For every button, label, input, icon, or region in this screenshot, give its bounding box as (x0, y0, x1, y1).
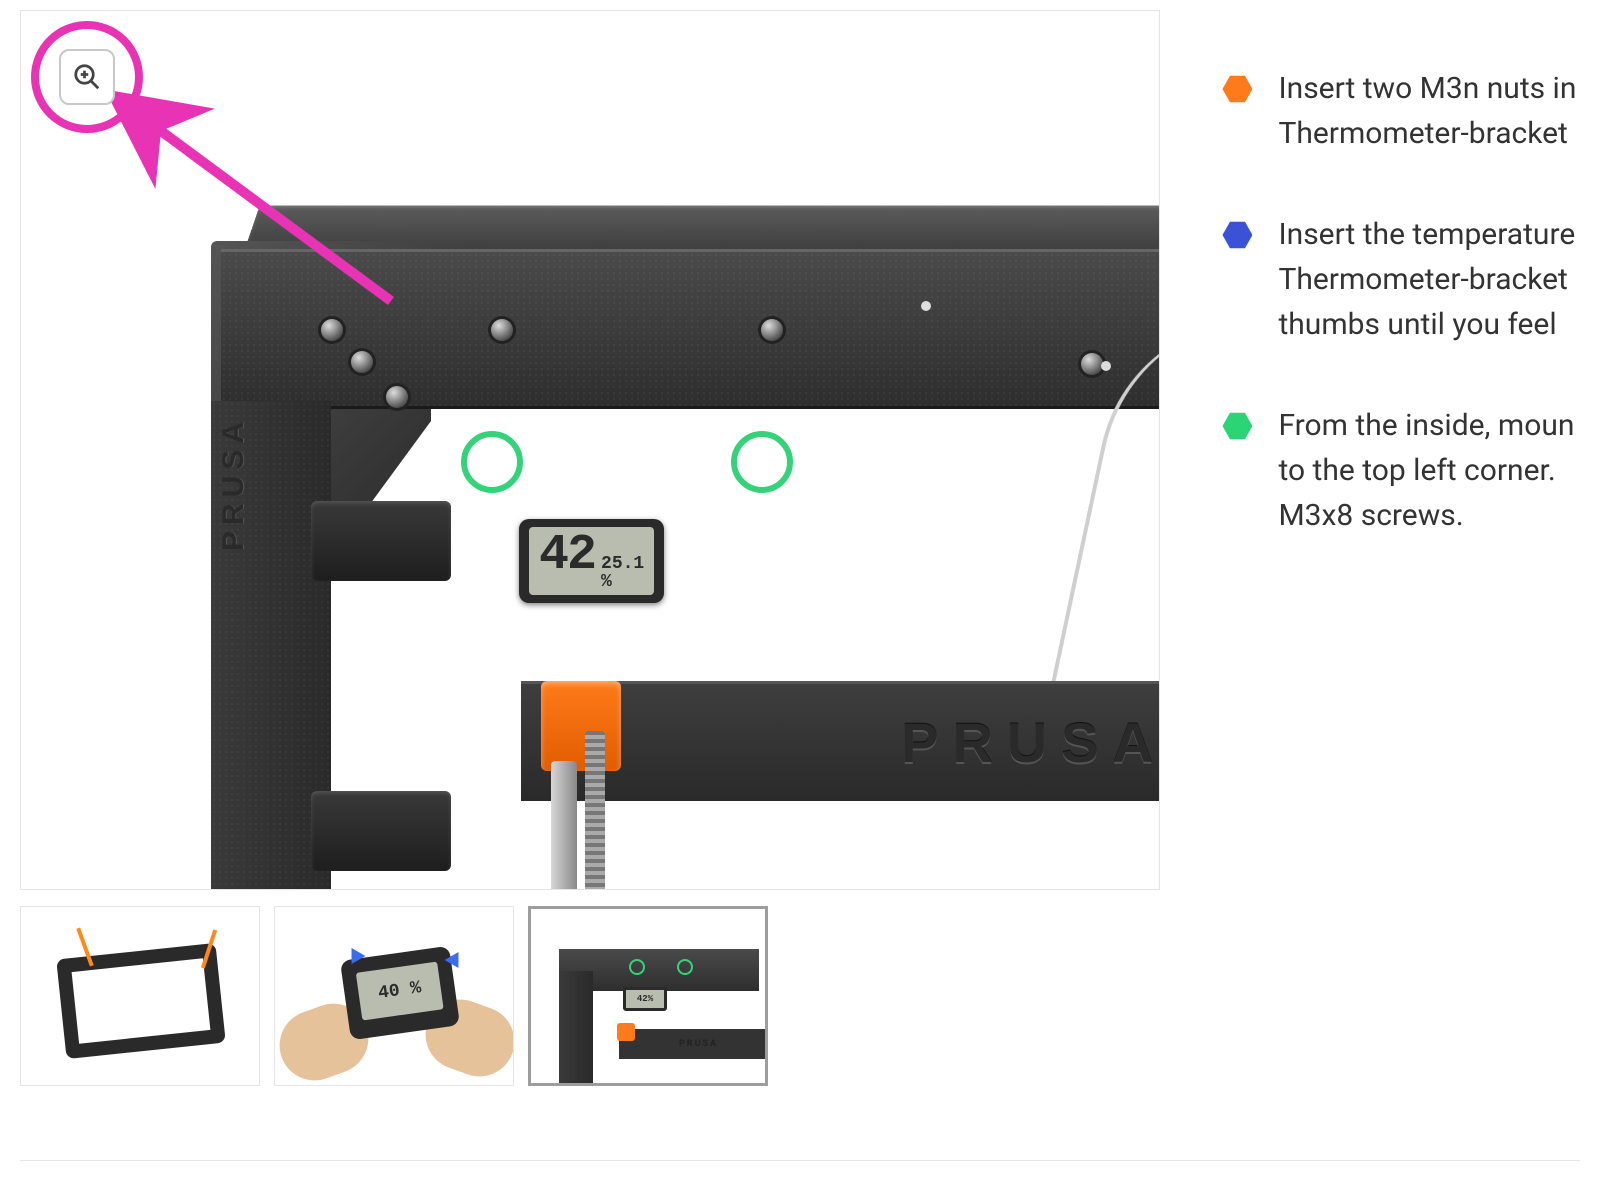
instruction-list: Insert two M3n nuts in Thermometer-brack… (1222, 10, 1600, 594)
zoom-in-icon (72, 62, 102, 92)
thumbnail-1[interactable] (20, 906, 260, 1086)
thumb2-lcd: 40 % (377, 978, 423, 1004)
thumb3-brand: PRUSA (679, 1039, 718, 1049)
bullet-hex-green (1222, 411, 1252, 441)
thumb3-lcd: 42% (623, 987, 667, 1011)
lcd-humidity: 42 (539, 531, 595, 581)
thumbnail-3[interactable]: PRUSA 42% (528, 906, 768, 1086)
lcd-unit: % (601, 573, 644, 591)
thumbnail-2[interactable]: 40 % (274, 906, 514, 1086)
instruction-item-2: Insert the temperature Thermometer-brack… (1222, 212, 1600, 347)
instruction-text-2: Insert the temperature Thermometer-brack… (1278, 212, 1600, 347)
section-divider (20, 1160, 1580, 1161)
printer-illustration: PRUSA PRUSA (221, 201, 1160, 890)
thermometer-lcd: 42 25.1 % (519, 519, 664, 603)
main-image-viewport[interactable]: PRUSA PRUSA (20, 10, 1160, 890)
instruction-text-1: Insert two M3n nuts in Thermometer-brack… (1278, 66, 1600, 156)
bullet-hex-blue (1222, 220, 1252, 250)
lcd-temp: 25.1 (601, 555, 644, 573)
bullet-hex-orange (1222, 74, 1252, 104)
printer-side-brand: PRUSA (217, 416, 251, 551)
instruction-text-3: From the inside, moun to the top left co… (1278, 403, 1600, 538)
instruction-item-3: From the inside, moun to the top left co… (1222, 403, 1600, 538)
printer-inner-brand: PRUSA (901, 710, 1160, 775)
instruction-item-1: Insert two M3n nuts in Thermometer-brack… (1222, 66, 1600, 156)
zoom-in-button[interactable] (59, 49, 115, 105)
thumbnail-strip: 40 % PRUSA 42% (20, 906, 1172, 1086)
